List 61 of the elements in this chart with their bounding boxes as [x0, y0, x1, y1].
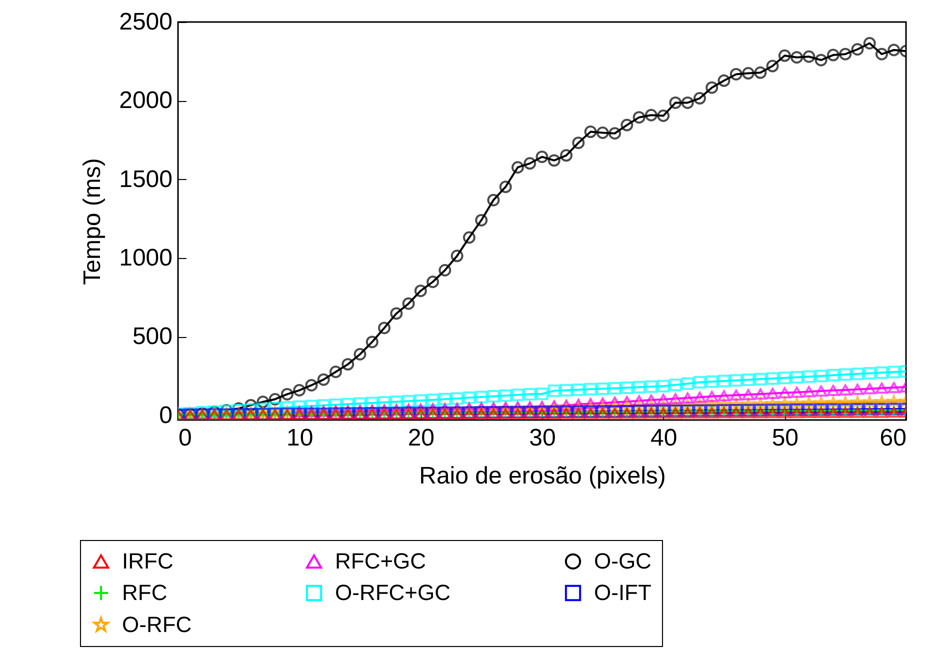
point [888, 382, 900, 394]
legend-label: O-GC [594, 548, 652, 574]
point [487, 402, 500, 414]
point [693, 392, 706, 403]
legend-label: IRFC [122, 548, 174, 574]
point [730, 390, 742, 401]
point [596, 397, 609, 409]
point [462, 402, 476, 414]
point [778, 387, 791, 398]
point [826, 384, 840, 396]
point [669, 393, 682, 404]
point [620, 396, 634, 408]
x-tick-label: 60 [880, 424, 906, 452]
x-tick-label: 50 [772, 424, 799, 452]
point [475, 402, 488, 414]
y-axis-title: Tempo (ms) [79, 158, 106, 285]
point [572, 398, 585, 410]
y-tick-label: 500 [132, 323, 172, 350]
point [378, 404, 391, 416]
x-tick-label: 0 [178, 424, 192, 452]
legend-label: RFC+GC [335, 548, 426, 574]
point [608, 396, 622, 408]
point [814, 386, 828, 397]
point [802, 386, 816, 398]
point [548, 400, 560, 412]
legend-label: O-RFC [122, 612, 192, 637]
y-tick-label: 0 [159, 402, 172, 429]
x-axis-title: Raio de erosão (pixels) [419, 462, 666, 490]
point [499, 402, 512, 413]
point [511, 402, 524, 413]
point [718, 390, 730, 402]
y-tick-label: 2000 [119, 87, 172, 114]
point [742, 389, 755, 400]
y-tick-label: 2500 [119, 8, 172, 36]
x-tick-label: 30 [529, 424, 556, 452]
point [438, 403, 452, 414]
y-tick-label: 1500 [119, 166, 172, 193]
point [342, 405, 354, 416]
point [317, 406, 330, 417]
point [790, 386, 804, 398]
point [875, 382, 888, 394]
point [644, 394, 658, 406]
x-tick-label: 20 [408, 424, 435, 452]
legend-label: O-IFT [594, 580, 652, 605]
point [839, 384, 852, 396]
point [657, 394, 670, 405]
point [536, 401, 548, 412]
x-tick-label: 10 [286, 424, 314, 452]
point [632, 395, 646, 406]
point [851, 384, 864, 395]
point [754, 388, 767, 400]
point [584, 398, 597, 410]
x-tick-label: 40 [650, 424, 678, 452]
point [681, 392, 694, 404]
legend-label: O-RFC+GC [335, 580, 451, 605]
point [863, 383, 876, 394]
point [706, 390, 718, 402]
point [766, 388, 779, 399]
y-tick-label: 1000 [119, 244, 172, 272]
legend-label: RFC [122, 580, 168, 605]
point [402, 404, 415, 415]
